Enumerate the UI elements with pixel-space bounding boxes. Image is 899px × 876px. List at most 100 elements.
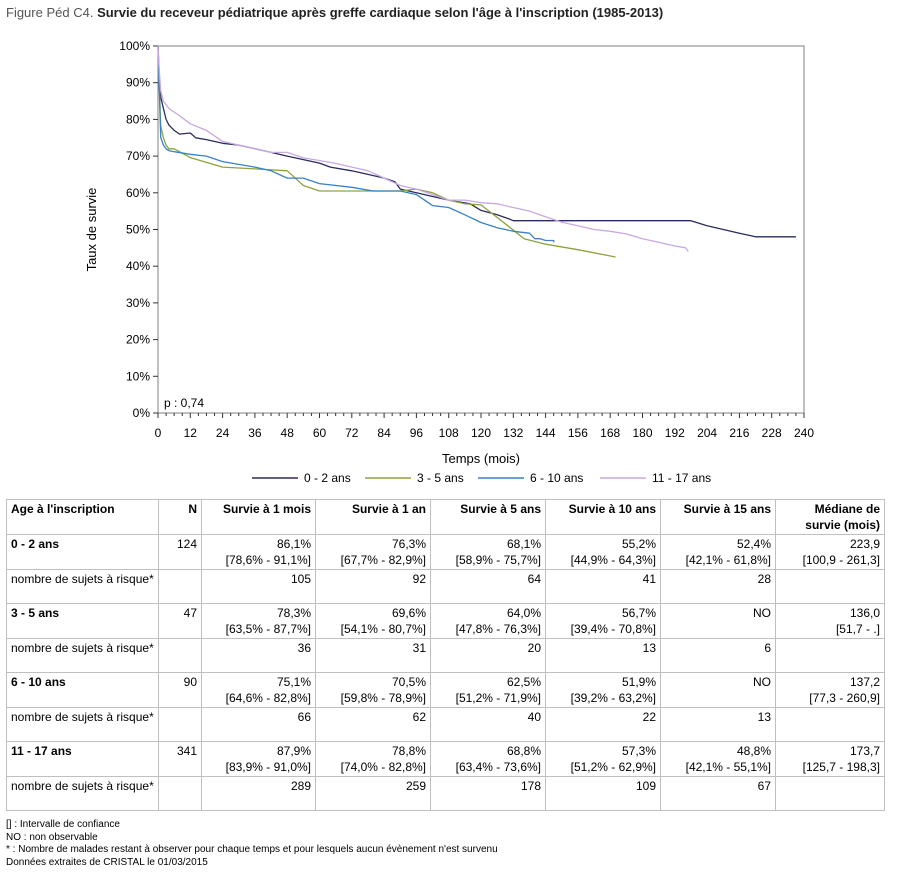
- risk-count: 105: [201, 569, 316, 604]
- empty-cell: [158, 776, 202, 811]
- x-tick-label: 180: [632, 426, 652, 440]
- survival-value: 70,5%: [391, 675, 426, 689]
- header-age: Age à l'inscription: [6, 499, 159, 535]
- risk-count: 289: [201, 776, 316, 811]
- risk-count: 92: [315, 569, 431, 604]
- x-axis-label: Temps (mois): [442, 451, 520, 466]
- survival-value: 56,7%: [621, 606, 656, 620]
- risk-count: 41: [545, 569, 661, 604]
- y-tick-label: 90%: [126, 76, 150, 90]
- confidence-interval: [63,4% - 73,6%]: [455, 760, 541, 774]
- survival-cell: 78,8% [74,0% - 82,8%]: [315, 741, 431, 777]
- survival-cell: 55,2% [44,9% - 64,3%]: [545, 534, 661, 570]
- survival-cell: 136,0 [51,7 - .]: [775, 603, 885, 639]
- survival-cell: 70,5% [59,8% - 78,9%]: [315, 672, 431, 708]
- confidence-interval: [42,1% - 61,8%]: [685, 553, 771, 567]
- empty-cell: [158, 707, 202, 742]
- survival-value: 68,8%: [506, 744, 541, 758]
- risk-count: [775, 638, 885, 673]
- footnote-risk: * : Nombre de malades restant à observer…: [6, 844, 498, 855]
- risk-count: 64: [430, 569, 546, 604]
- plot-area: [157, 45, 805, 414]
- group-name: 3 - 5 ans: [6, 603, 159, 639]
- series-line-1: [157, 45, 616, 258]
- footnote-ci: [] : Intervalle de confiance: [6, 819, 120, 830]
- survival-value: 75,1%: [276, 675, 311, 689]
- header-n: N: [158, 499, 202, 535]
- confidence-interval: [51,2% - 62,9%]: [570, 760, 656, 774]
- table-row: 11 - 17 ans 341 87,9% [83,9% - 91,0%] 78,8% […: [6, 741, 885, 777]
- survival-value: 86,1%: [276, 537, 311, 551]
- series-line-3: [157, 45, 689, 252]
- confidence-interval: [64,6% - 82,8%]: [225, 691, 311, 705]
- x-tick-label: 108: [439, 426, 459, 440]
- header-1-year: Survie à 1 an: [315, 499, 431, 535]
- group-n: 341: [158, 741, 202, 777]
- survival-cell: 68,1% [58,9% - 75,7%]: [430, 534, 546, 570]
- y-tick-label: 60%: [126, 186, 150, 200]
- survival-cell: 52,4% [42,1% - 61,8%]: [660, 534, 776, 570]
- risk-label: nombre de sujets à risque*: [6, 707, 159, 742]
- survival-value: 48,8%: [736, 744, 771, 758]
- risk-count: 13: [660, 707, 776, 742]
- risk-count: 31: [315, 638, 431, 673]
- table-row: 0 - 2 ans 124 86,1% [78,6% - 91,1%] 76,3% [67…: [6, 534, 885, 570]
- header-10-years: Survie à 10 ans: [545, 499, 661, 535]
- footnotes: [] : Intervalle de confiance NO : non ob…: [6, 819, 498, 869]
- series-line-2: [157, 45, 555, 243]
- group-name: 11 - 17 ans: [6, 741, 159, 777]
- survival-table: Age à l'inscription N Survie à 1 mois Su…: [6, 499, 885, 811]
- survival-cell: 69,6% [54,1% - 80,7%]: [315, 603, 431, 639]
- risk-count: 109: [545, 776, 661, 811]
- figure-label: Figure Péd C4.: [6, 5, 94, 20]
- survival-cell: 64,0% [47,8% - 76,3%]: [430, 603, 546, 639]
- survival-value: 76,3%: [391, 537, 426, 551]
- risk-label: nombre de sujets à risque*: [6, 638, 159, 673]
- survival-cell: 78,3% [63,5% - 87,7%]: [201, 603, 316, 639]
- survival-cell: 51,9% [39,2% - 63,2%]: [545, 672, 661, 708]
- y-tick-label: 30%: [126, 296, 150, 310]
- confidence-interval: [47,8% - 76,3%]: [455, 622, 541, 636]
- survival-value: 57,3%: [621, 744, 656, 758]
- survival-value: 52,4%: [736, 537, 771, 551]
- survival-cell: 86,1% [78,6% - 91,1%]: [201, 534, 316, 570]
- group-name: 0 - 2 ans: [6, 534, 159, 570]
- table-row-risk: nombre de sujets à risque* 105 92 64 41 28: [6, 569, 885, 604]
- risk-count: 6: [660, 638, 776, 673]
- group-n: 47: [158, 603, 202, 639]
- y-tick-label: 0%: [133, 406, 151, 420]
- risk-label: nombre de sujets à risque*: [6, 569, 159, 604]
- risk-count: 13: [545, 638, 661, 673]
- figure-title: Figure Péd C4. Survie du receveur pédiat…: [6, 5, 663, 20]
- table-row-risk: nombre de sujets à risque* 66 62 40 22 13: [6, 707, 885, 742]
- p-value-annotation: p : 0,74: [164, 396, 204, 410]
- survival-value: NO: [753, 675, 771, 689]
- legend-label: 0 - 2 ans: [304, 471, 351, 485]
- y-tick-label: 100%: [119, 39, 150, 53]
- confidence-interval: [54,1% - 80,7%]: [340, 622, 426, 636]
- risk-count: 66: [201, 707, 316, 742]
- x-tick-label: 24: [216, 426, 230, 440]
- confidence-interval: [78,6% - 91,1%]: [225, 553, 311, 567]
- x-tick-label: 168: [600, 426, 620, 440]
- survival-value: 64,0%: [506, 606, 541, 620]
- table-header-row: Age à l'inscription N Survie à 1 mois Su…: [6, 499, 885, 535]
- x-tick-label: 48: [281, 426, 295, 440]
- survival-value: 173,7: [849, 744, 880, 758]
- table-row-risk: nombre de sujets à risque* 36 31 20 13 6: [6, 638, 885, 673]
- survival-value: 62,5%: [506, 675, 541, 689]
- x-tick-label: 12: [184, 426, 198, 440]
- survival-cell: 48,8% [42,1% - 55,1%]: [660, 741, 776, 777]
- x-tick-label: 60: [313, 426, 327, 440]
- x-tick-label: 36: [248, 426, 262, 440]
- x-tick-label: 144: [536, 426, 556, 440]
- survival-value: NO: [753, 606, 771, 620]
- survival-value: 136,0: [849, 606, 880, 620]
- survival-cell: 173,7 [125,7 - 198,3]: [775, 741, 885, 777]
- survival-value: 55,2%: [621, 537, 656, 551]
- x-tick-label: 192: [665, 426, 685, 440]
- group-n: 124: [158, 534, 202, 570]
- confidence-interval: [83,9% - 91,0%]: [225, 760, 311, 774]
- legend-label: 3 - 5 ans: [417, 471, 464, 485]
- risk-count: 36: [201, 638, 316, 673]
